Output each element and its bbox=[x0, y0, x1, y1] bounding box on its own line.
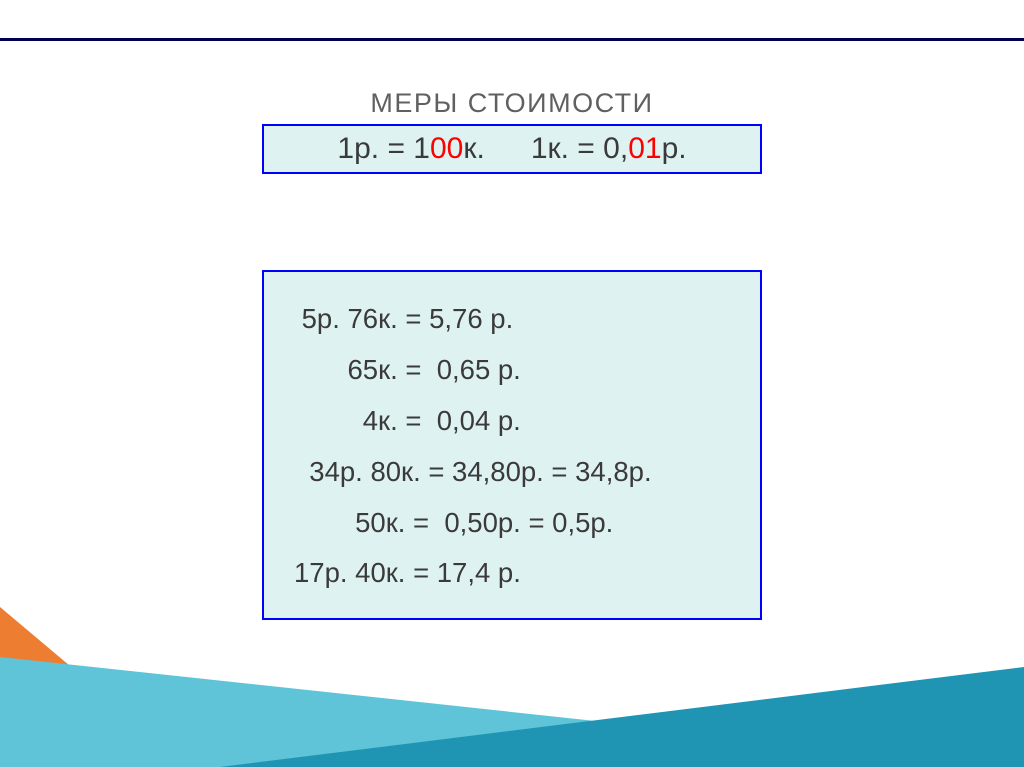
slide-title: МЕРЫ СТОИМОСТИ bbox=[0, 88, 1024, 119]
footer-svg bbox=[0, 607, 1024, 767]
footer-decoration bbox=[0, 607, 1024, 767]
conv2-red: 01 bbox=[628, 132, 661, 165]
conversion-1: 1р. = 100к. bbox=[337, 132, 484, 166]
example-row: 65к. = 0,65 р. bbox=[294, 345, 730, 396]
conv1-part-c: к. bbox=[463, 132, 484, 165]
conv2-part-a: 1к. = 0, bbox=[531, 132, 628, 165]
conv1-red: 00 bbox=[430, 132, 463, 165]
conversion-2: 1к. = 0,01р. bbox=[531, 132, 687, 166]
conv2-part-c: р. bbox=[662, 132, 687, 165]
example-row: 4к. = 0,04 р. bbox=[294, 396, 730, 447]
slide: МЕРЫ СТОИМОСТИ 1р. = 100к. 1к. = 0,01р. … bbox=[0, 0, 1024, 767]
examples-box: 5р. 76к. = 5,76 р. 65к. = 0,65 р. 4к. = … bbox=[262, 270, 762, 620]
conversion-box: 1р. = 100к. 1к. = 0,01р. bbox=[262, 124, 762, 174]
example-row: 50к. = 0,50р. = 0,5р. bbox=[294, 498, 730, 549]
conv1-part-a: 1р. = 1 bbox=[337, 132, 430, 165]
example-row: 34р. 80к. = 34,80р. = 34,8р. bbox=[294, 447, 730, 498]
example-row: 17р. 40к. = 17,4 р. bbox=[294, 548, 730, 599]
top-rule bbox=[0, 38, 1024, 41]
example-row: 5р. 76к. = 5,76 р. bbox=[294, 294, 730, 345]
